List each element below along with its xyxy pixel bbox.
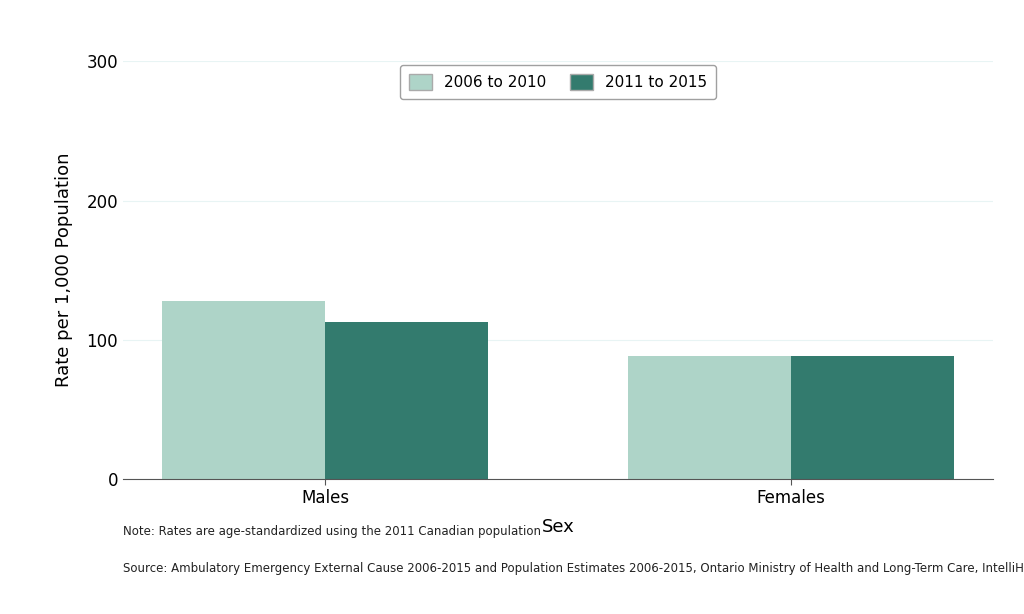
Y-axis label: Rate per 1,000 Population: Rate per 1,000 Population xyxy=(54,153,73,387)
Bar xyxy=(628,357,791,479)
Bar xyxy=(163,301,326,479)
Text: Note: Rates are age-standardized using the 2011 Canadian population: Note: Rates are age-standardized using t… xyxy=(123,525,541,538)
X-axis label: Sex: Sex xyxy=(542,518,574,537)
Bar xyxy=(326,322,488,479)
Text: Source: Ambulatory Emergency External Cause 2006-2015 and Population Estimates 2: Source: Ambulatory Emergency External Ca… xyxy=(123,562,1024,575)
Legend: 2006 to 2010, 2011 to 2015: 2006 to 2010, 2011 to 2015 xyxy=(400,65,716,99)
Bar xyxy=(791,357,953,479)
